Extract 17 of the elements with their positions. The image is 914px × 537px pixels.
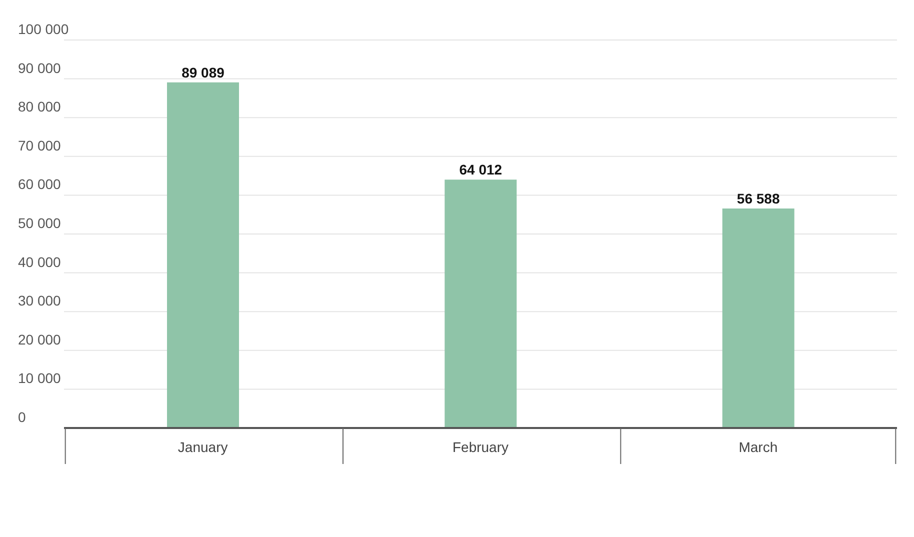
- data-label: 89 089: [182, 64, 225, 80]
- x-tick-label: February: [452, 439, 509, 455]
- y-tick-label: 10 000: [18, 370, 62, 386]
- y-tick-label: 20 000: [18, 331, 62, 348]
- y-tick-label: 80 000: [18, 98, 62, 115]
- data-label: 64 012: [459, 162, 502, 178]
- y-tick-label: 90 000: [18, 60, 62, 76]
- x-tick-label: January: [178, 439, 228, 455]
- y-tick-label: 100 000: [18, 21, 69, 37]
- y-tick-label: 40 000: [18, 254, 62, 270]
- y-tick-label: 30 000: [18, 292, 62, 309]
- y-tick-label: 50 000: [18, 215, 62, 231]
- y-tick-label: 0: [18, 409, 26, 425]
- y-tick-label: 60 000: [18, 176, 62, 192]
- y-tick-label: 70 000: [18, 137, 62, 154]
- data-label: 56 588: [736, 190, 780, 206]
- x-tick-label: March: [738, 439, 778, 455]
